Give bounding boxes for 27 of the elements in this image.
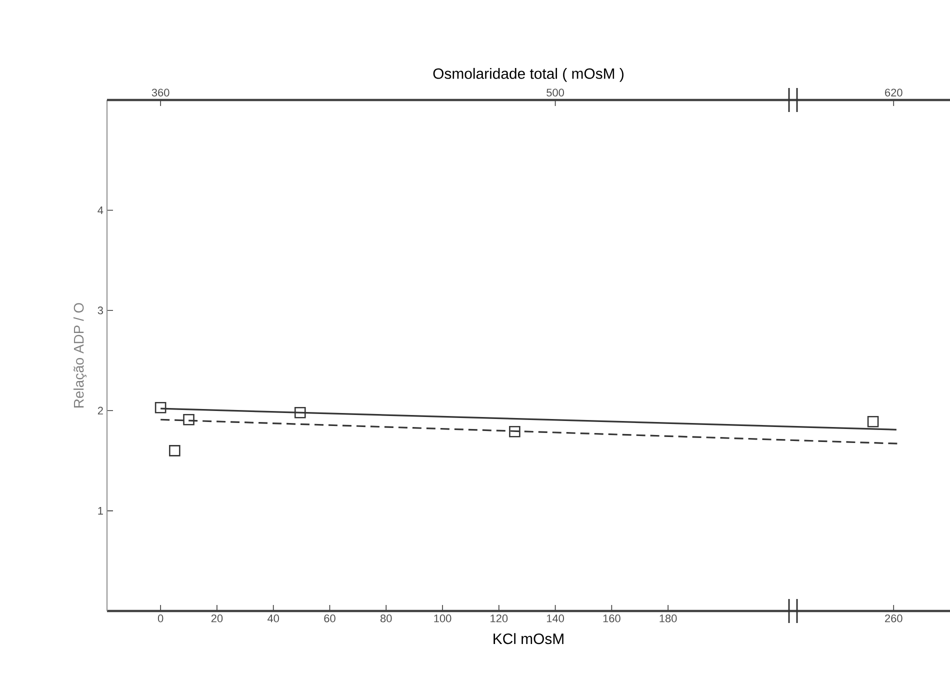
y-tick-label: 3 xyxy=(98,306,103,314)
y-axis-title: Relação ADP / O xyxy=(73,303,87,408)
point xyxy=(183,414,194,426)
x2-tick-label: 360 xyxy=(152,88,170,96)
point xyxy=(294,406,306,418)
x-tick-label: 180 xyxy=(660,614,677,622)
x-tick-label: 80 xyxy=(380,614,392,622)
x-tick-label: 100 xyxy=(434,614,452,622)
point xyxy=(867,416,879,428)
x-tick-label: 40 xyxy=(268,614,279,622)
x-tick-label: 0 xyxy=(158,614,164,622)
y-tick-label: 2 xyxy=(98,406,103,414)
x2-tick-label: 500 xyxy=(546,88,564,96)
x-tick-label: 260 xyxy=(885,614,902,622)
point xyxy=(154,402,166,414)
x2-axis-title: Osmolaridade total ( mOsM ) xyxy=(433,68,624,82)
x-tick-label: 60 xyxy=(324,614,336,622)
y-tick-label: 1 xyxy=(98,507,103,515)
x-tick-label: 20 xyxy=(211,614,223,622)
x-tick-label: 160 xyxy=(603,614,620,622)
point xyxy=(169,445,180,456)
point xyxy=(509,426,520,438)
x2-tick-label: 620 xyxy=(885,88,902,96)
x-axis-title: KCl mOsM xyxy=(494,633,564,644)
x-tick-label: 140 xyxy=(546,614,564,622)
x-tick-label: 120 xyxy=(490,614,508,622)
y-tick-label: 4 xyxy=(98,206,104,214)
